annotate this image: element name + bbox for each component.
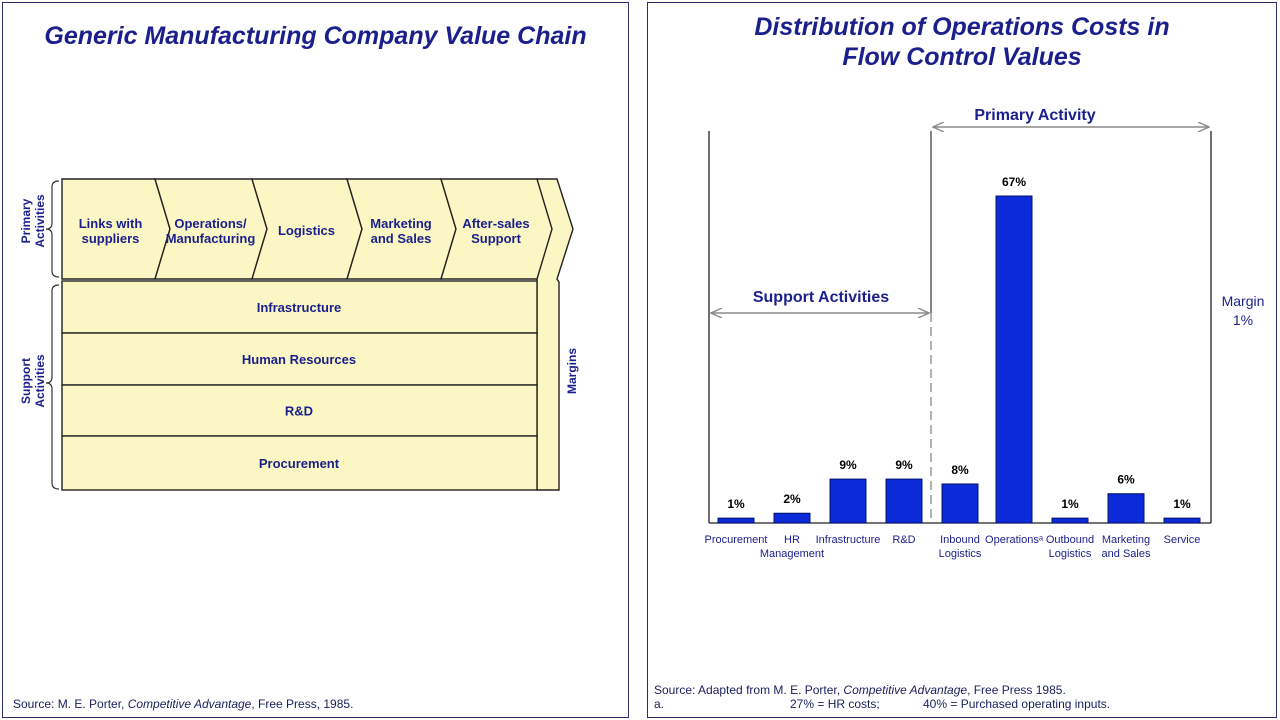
primary-activity-chevron (440, 178, 553, 280)
source-book-title: Competitive Advantage (127, 697, 252, 711)
value-chain-diagram: Infrastructure Human Resources R&D Procurem… (19, 178, 579, 491)
cost-distribution-panel: Distribution of Operations Costs in Flow… (647, 2, 1277, 718)
primary-activity-label: Links with suppliers (79, 216, 143, 246)
primary-activity-label: Operations/Manufacturing (166, 216, 256, 246)
primary-activities-label-1: Primary (19, 198, 33, 243)
support-activities-brace (45, 284, 60, 490)
category-label: Infrastructure (816, 534, 881, 546)
margins-chevron (536, 178, 574, 491)
bar-value-label: 9% (895, 458, 913, 472)
margins-label: Margins (565, 348, 579, 394)
footnote-hr-costs: 27% = HR costs; (790, 697, 880, 711)
category-label: R&D (892, 534, 915, 546)
support-activity-label: Infrastructure (257, 300, 342, 315)
category-label: Inbound Logistics (939, 534, 982, 560)
chart-source: Source: Adapted from M. E. Porter, Compe… (654, 683, 1066, 697)
bar (1051, 517, 1089, 524)
support-row (61, 384, 538, 437)
bar-value-label: 8% (951, 463, 969, 477)
bar-value-label: 1% (727, 497, 745, 511)
bar (1163, 517, 1201, 524)
footnote-marker: a. (654, 697, 665, 711)
support-activity-label: Human Resources (242, 352, 356, 367)
bar (941, 483, 979, 524)
value-chain-panel: Generic Manufacturing Company Value Chai… (2, 2, 629, 718)
support-activities-label-2: Activities (33, 354, 47, 408)
source-publisher: , Free Press, 1985. (251, 697, 354, 711)
support-activities-label: Support Activities (753, 289, 889, 306)
primary-activity-label: After-sales Support (462, 216, 529, 246)
primary-activities-brace (45, 180, 60, 278)
primary-activity-label: Primary Activity (974, 107, 1095, 124)
bar-value-label: 2% (783, 492, 801, 506)
margin-label: Margin (1222, 293, 1265, 309)
value-chain-title: Generic Manufacturing Company Value Chai… (44, 22, 587, 50)
support-activity-label: Procurement (259, 456, 340, 471)
chart-source-book-title: Competitive Advantage (843, 683, 968, 697)
chart-title-line-1: Distribution of Operations Costs in (754, 13, 1170, 41)
footnote-purchased-inputs: 40% = Purchased operating inputs. (923, 697, 1111, 711)
bar-value-label: 6% (1117, 473, 1135, 487)
bar (773, 512, 811, 524)
support-activities-label-1: Support (19, 358, 33, 404)
cost-bar-chart: Primary Activity Support Activities Margin… (705, 107, 1265, 560)
bar (995, 195, 1033, 524)
margin-value: 1% (1233, 312, 1253, 328)
support-activity-label: R&D (285, 404, 313, 419)
category-label: Service (1164, 534, 1201, 546)
bar-value-label: 1% (1173, 497, 1191, 511)
bar (717, 517, 755, 524)
category-label: Procurement (705, 534, 768, 546)
primary-activity-label: Marketing and Sales (370, 216, 431, 246)
bar-value-label: 67% (1002, 175, 1026, 189)
primary-activities-label-2: Activities (33, 194, 47, 248)
support-row (61, 280, 538, 334)
bar-value-label: 1% (1061, 497, 1079, 511)
bar (1107, 493, 1145, 524)
category-label: Outbound Logistics (1046, 534, 1094, 560)
bar (885, 478, 923, 524)
bar (829, 478, 867, 524)
chart-title-line-2: Flow Control Values (842, 43, 1082, 71)
chart-source-publisher: , Free Press 1985. (967, 683, 1066, 697)
bar-value-label: 9% (839, 458, 857, 472)
category-label: Marketing and Sales (1102, 534, 1151, 560)
chart-source-text: Source: Adapted from M. E. Porter, (654, 683, 844, 697)
primary-activity-label: Logistics (278, 223, 335, 238)
value-chain-source: Source: M. E. Porter, Competitive Advant… (13, 697, 353, 711)
category-label: HR Management (760, 534, 824, 560)
source-text: Source: M. E. Porter, (13, 697, 128, 711)
support-row (61, 435, 538, 491)
category-label: Operationsᵃ (985, 534, 1044, 546)
